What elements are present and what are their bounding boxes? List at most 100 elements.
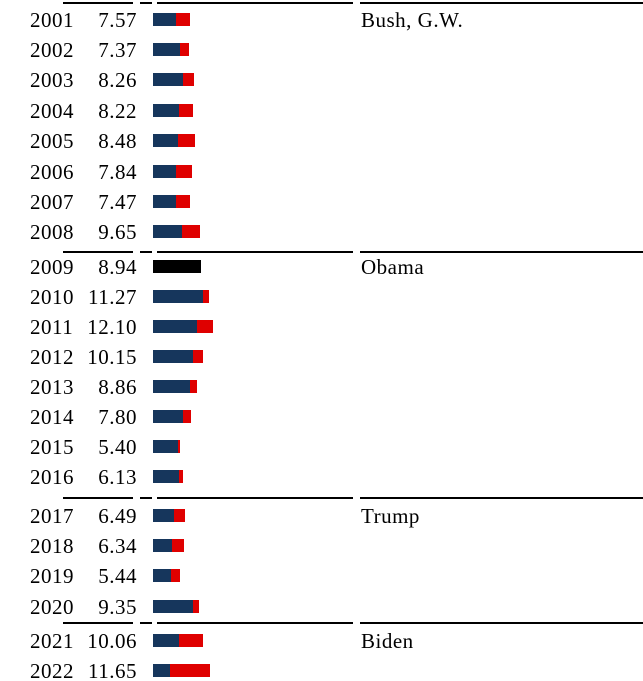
year-label: 2002 [30, 37, 74, 62]
stacked-bar [153, 599, 200, 613]
chart-row: 2001 7.57 Bush, G.W. [0, 5, 643, 35]
value-label: 8.26 [98, 68, 137, 93]
stacked-bar [153, 539, 185, 553]
bar-segment-red [178, 470, 184, 484]
divider-segment [360, 622, 643, 624]
bar-segment-red [181, 225, 201, 239]
bar-segment-red [182, 73, 194, 87]
value-label: 7.57 [98, 7, 137, 32]
chart-row: 2011 12.10 [0, 312, 643, 342]
divider-segment [157, 2, 353, 4]
year-label: 2006 [30, 159, 74, 184]
section-divider-line [0, 251, 643, 253]
section-divider-line [0, 2, 643, 4]
stacked-bar [153, 103, 194, 117]
section-divider-line [0, 622, 643, 624]
bar-segment-blue [153, 134, 178, 148]
bar-segment-red [193, 599, 200, 613]
bar-segment-red [177, 134, 195, 148]
bar-segment-blue [153, 569, 171, 583]
section-divider-line [0, 497, 643, 499]
divider-segment [140, 2, 152, 4]
stacked-bar [153, 380, 197, 394]
president-label: Trump [361, 504, 420, 528]
stacked-bar [153, 164, 192, 178]
value-label: 9.65 [98, 220, 137, 245]
value-label: 10.15 [87, 345, 137, 370]
stacked-bar [153, 569, 180, 583]
stacked-bar [153, 509, 185, 522]
bar-segment-blue [153, 194, 176, 208]
year-label: 2008 [30, 220, 74, 245]
year-label: 2017 [30, 504, 74, 528]
year-label: 2001 [30, 7, 74, 32]
divider-segment [157, 622, 353, 624]
value-label: 7.47 [98, 189, 137, 214]
bar-segment-blue [153, 539, 172, 553]
stacked-bar [153, 134, 195, 148]
year-label: 2007 [30, 189, 74, 214]
chart-row: 2019 5.44 [0, 561, 643, 591]
president-label: Biden [361, 629, 414, 653]
divider-segment [140, 497, 152, 499]
year-label: 2019 [30, 564, 74, 589]
year-label: 2022 [30, 659, 74, 681]
divider-segment [140, 622, 152, 624]
chart-row: 2018 6.34 [0, 531, 643, 561]
stacked-bar [153, 440, 180, 454]
value-label: 7.37 [98, 37, 137, 62]
divider-segment [140, 251, 152, 253]
value-label: 12.10 [87, 315, 137, 340]
chart-row: 2021 10.06 Biden [0, 626, 643, 656]
value-label: 6.34 [98, 534, 137, 559]
year-label: 2012 [30, 345, 74, 370]
bar-segment-blue [153, 470, 179, 484]
value-label: 6.49 [98, 504, 137, 528]
value-label: 5.40 [98, 435, 137, 460]
bar-segment-blue [153, 380, 190, 394]
bar-segment-red [175, 12, 191, 26]
stacked-bar [153, 42, 190, 56]
bar-segment-red [180, 42, 190, 56]
chart-row: 2002 7.37 [0, 35, 643, 65]
president-label: Obama [361, 255, 425, 279]
value-label: 11.65 [88, 659, 137, 681]
chart-row: 2015 5.40 [0, 432, 643, 462]
divider-segment [63, 497, 133, 499]
bar-segment-blue [153, 320, 198, 334]
year-label: 2018 [30, 534, 74, 559]
bar-segment-blue [153, 509, 174, 522]
value-label: 7.80 [98, 405, 137, 430]
bar-segment-red [193, 350, 203, 364]
chart-row: 2005 8.48 [0, 126, 643, 156]
divider-segment [360, 497, 643, 499]
bar-segment-red [170, 664, 211, 677]
divider-segment [63, 251, 133, 253]
chart-row: 2008 9.65 [0, 217, 643, 247]
bar-segment-red [203, 290, 209, 304]
bar-segment-red [179, 103, 194, 117]
stacked-bar [153, 410, 192, 424]
chart-row: 2013 8.86 [0, 372, 643, 402]
chart-row: 2009 8.94 Obama [0, 252, 643, 282]
value-label: 8.94 [98, 255, 137, 279]
bar-segment-blue [153, 634, 179, 647]
bar-segment-red [189, 380, 197, 394]
bar-segment-red [178, 634, 203, 647]
bar-segment-red [175, 164, 192, 178]
president-label: Bush, G.W. [361, 7, 464, 32]
bar-segment-blue [153, 225, 182, 239]
chart-row: 2010 11.27 [0, 282, 643, 312]
divider-segment [157, 497, 353, 499]
stacked-bar [153, 350, 203, 364]
chart-row: 2006 7.84 [0, 157, 643, 187]
year-label: 2016 [30, 465, 74, 490]
chart-row: 2014 7.80 [0, 402, 643, 432]
bar-segment-red [174, 509, 185, 522]
year-label: 2003 [30, 68, 74, 93]
bar-segment-blue [153, 664, 170, 677]
divider-segment [63, 622, 133, 624]
value-label: 9.35 [98, 594, 137, 619]
chart-row: 2017 6.49 Trump [0, 501, 643, 531]
